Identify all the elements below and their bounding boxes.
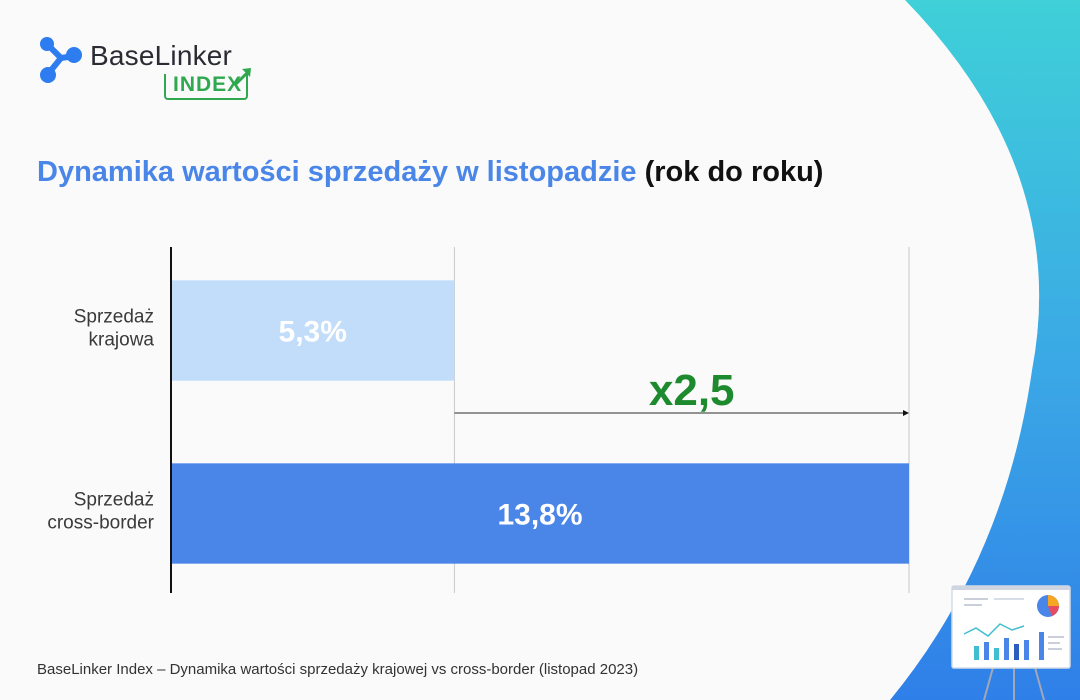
bar-value-label-1: 13,8% xyxy=(497,499,582,532)
category-label-line: cross-border xyxy=(47,513,154,534)
category-label-line: krajowa xyxy=(89,330,155,351)
chart-title: Dynamika wartości sprzedaży w listopadzi… xyxy=(37,156,823,189)
bar-0 xyxy=(171,280,455,381)
category-label-0: Sprzedaż krajowa xyxy=(74,307,155,351)
ratio-annotation-label: x2,5 xyxy=(649,366,735,415)
baselinker-logo-icon xyxy=(40,37,82,83)
category-label-1: Sprzedaż cross-border xyxy=(47,490,154,534)
category-label-line: Sprzedaż xyxy=(74,490,154,511)
ratio-arrow-head xyxy=(903,410,909,416)
index-badge: INDEX xyxy=(164,68,251,100)
index-label: INDEX xyxy=(173,73,243,96)
chart-title-suffix: (rok do roku) xyxy=(644,156,824,188)
trend-arrow-icon xyxy=(234,68,251,86)
bar-value-label-0: 5,3% xyxy=(279,316,347,349)
brand-logo: BaseLinker INDEX xyxy=(36,34,266,106)
index-badge-frame xyxy=(164,74,248,100)
bar-1 xyxy=(171,463,909,564)
brand-name: BaseLinker xyxy=(90,40,233,71)
chart-title-main: Dynamika wartości sprzedaży w listopadzi… xyxy=(37,156,637,188)
presentation-board-icon xyxy=(951,585,1071,700)
category-label-line: Sprzedaż xyxy=(74,307,154,328)
footer-caption: BaseLinker Index – Dynamika wartości spr… xyxy=(37,661,639,678)
